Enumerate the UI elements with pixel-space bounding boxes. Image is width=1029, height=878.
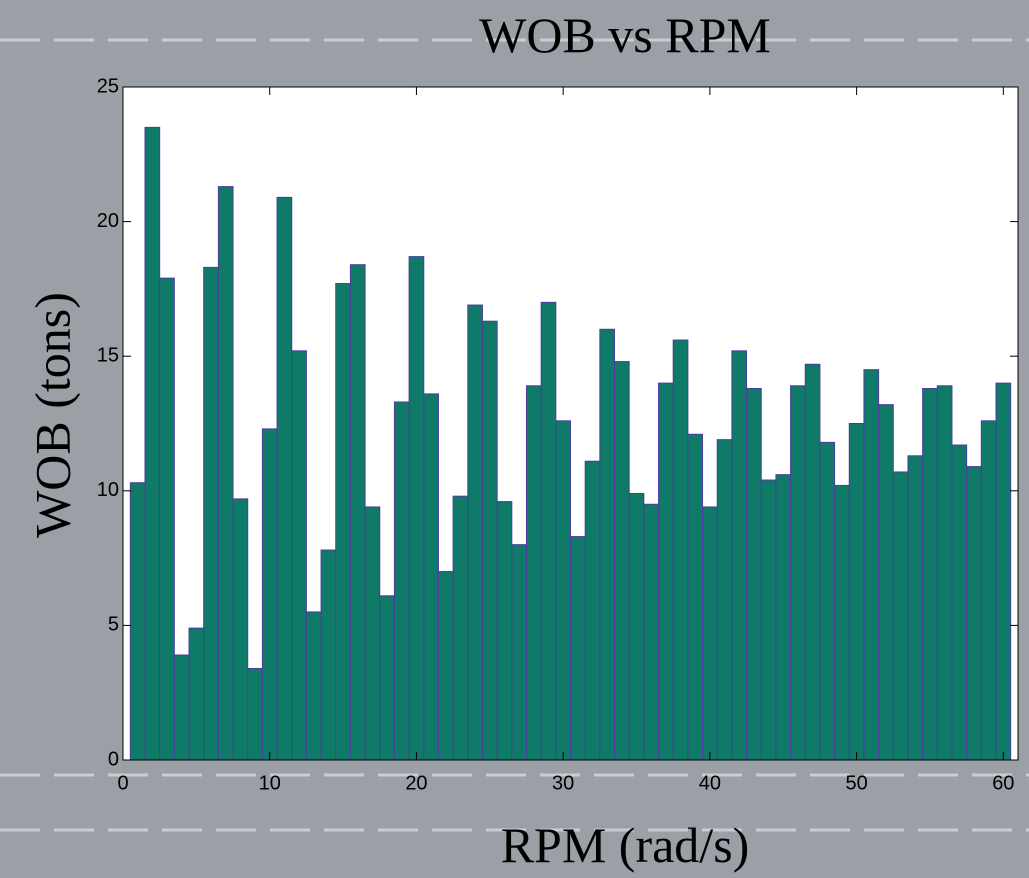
bar (394, 402, 409, 760)
bar (380, 596, 395, 760)
bar (526, 386, 541, 760)
bar (937, 386, 952, 760)
bar (761, 480, 776, 760)
page: {"chart_data": {"type": "bar", "title": … (0, 0, 1029, 878)
y-tick-label: 15 (97, 344, 119, 366)
bar (321, 550, 336, 760)
bar (717, 440, 732, 760)
bar (864, 370, 879, 760)
bar (556, 421, 571, 760)
bar (145, 127, 160, 760)
bar (277, 197, 292, 760)
bar (747, 389, 762, 760)
y-tick-label: 0 (108, 748, 119, 770)
bar (336, 284, 351, 760)
bar (967, 467, 982, 760)
bar (996, 383, 1011, 760)
x-tick-label: 0 (117, 772, 128, 794)
bar (160, 278, 175, 760)
bar (805, 364, 820, 760)
bar (585, 461, 600, 760)
bar (292, 351, 307, 760)
bar (306, 612, 321, 760)
bar (482, 321, 497, 760)
bar (350, 265, 365, 760)
bar (497, 502, 512, 760)
bar (820, 442, 835, 760)
bar (571, 537, 586, 760)
bar (174, 655, 189, 760)
bar (600, 329, 615, 760)
bar (923, 389, 938, 760)
bar (688, 434, 703, 760)
chart: WOB vs RPM RPM (rad/s) WOB (tons) 0 10 20 3… (0, 0, 1029, 878)
bar (893, 472, 908, 760)
bar (644, 504, 659, 760)
bar (248, 668, 263, 760)
bar (879, 405, 894, 760)
x-tick-label: 10 (259, 772, 281, 794)
bar (849, 424, 864, 761)
bar (732, 351, 747, 760)
bar (453, 496, 468, 760)
x-tick-label: 20 (405, 772, 427, 794)
bar (409, 257, 424, 760)
bar (659, 383, 674, 760)
bar (981, 421, 996, 760)
y-tick-label: 20 (97, 210, 119, 232)
bar (424, 394, 439, 760)
x-tick-label: 60 (992, 772, 1014, 794)
bar (365, 507, 380, 760)
y-tick-label: 25 (97, 75, 119, 97)
bar (189, 628, 204, 760)
bar (908, 456, 923, 760)
bar (615, 362, 630, 760)
bar (468, 305, 483, 760)
chart-title: WOB vs RPM (479, 7, 771, 63)
y-tick-label: 10 (97, 479, 119, 501)
x-axis-label: RPM (rad/s) (501, 817, 750, 873)
bar (776, 475, 791, 760)
bar (791, 386, 806, 760)
bar (438, 572, 453, 760)
x-tick-label: 40 (699, 772, 721, 794)
bar (512, 545, 527, 760)
x-tick-label: 50 (845, 772, 867, 794)
bar (952, 445, 967, 760)
bar (629, 493, 644, 760)
bar (541, 302, 556, 760)
bar (218, 187, 233, 760)
y-axis-label: WOB (tons) (24, 292, 80, 538)
bar (835, 485, 850, 760)
y-tick-label: 5 (108, 614, 119, 636)
bar (233, 499, 248, 760)
bar (703, 507, 718, 760)
bar (130, 483, 145, 760)
bar (204, 267, 219, 760)
bar (673, 340, 688, 760)
bar (262, 429, 277, 760)
x-tick-label: 30 (552, 772, 574, 794)
